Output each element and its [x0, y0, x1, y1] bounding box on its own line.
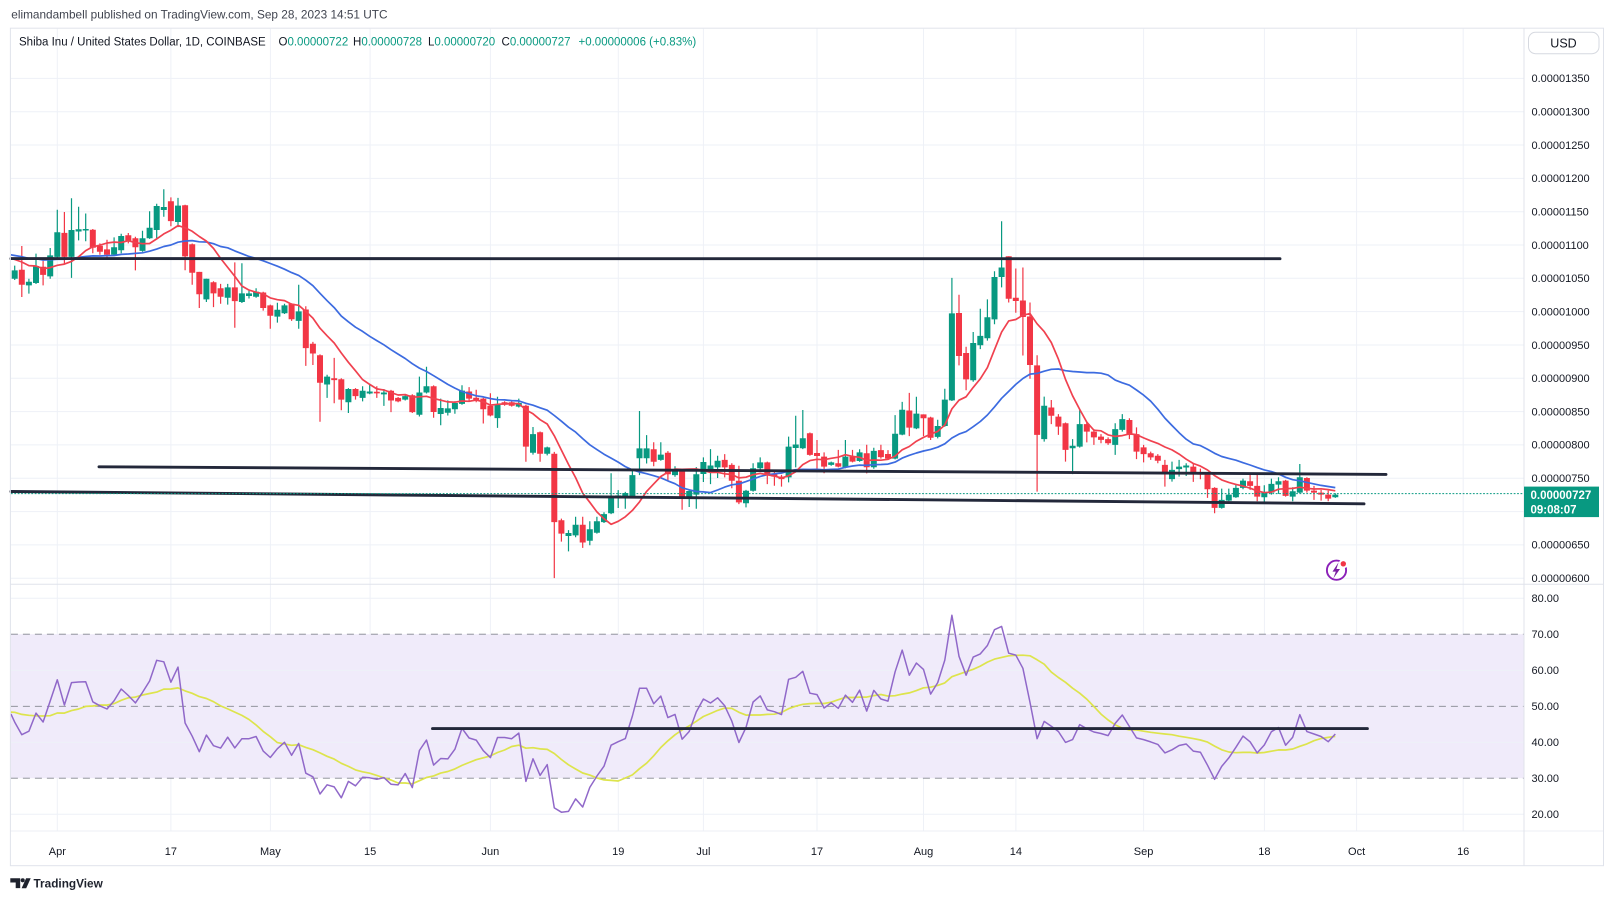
- svg-text:30.00: 30.00: [1532, 773, 1560, 785]
- svg-text:Sep: Sep: [1134, 846, 1154, 858]
- svg-text:0.00001300: 0.00001300: [1532, 107, 1590, 119]
- svg-text:18: 18: [1258, 846, 1270, 858]
- svg-text:17: 17: [811, 846, 823, 858]
- svg-text:0.00000600: 0.00000600: [1532, 573, 1590, 585]
- svg-text:15: 15: [364, 846, 376, 858]
- svg-text:80.00: 80.00: [1532, 593, 1560, 605]
- svg-text:USD: USD: [1550, 36, 1576, 50]
- svg-text:0.00000800: 0.00000800: [1532, 440, 1590, 452]
- svg-text:0.00001350: 0.00001350: [1532, 73, 1590, 85]
- svg-text:0.00000750: 0.00000750: [1532, 473, 1590, 485]
- svg-text:40.00: 40.00: [1532, 737, 1560, 749]
- svg-text:TradingView: TradingView: [34, 877, 104, 891]
- svg-text:Jul: Jul: [696, 846, 710, 858]
- svg-text:Apr: Apr: [49, 846, 66, 858]
- svg-text:0.00000850: 0.00000850: [1532, 406, 1590, 418]
- svg-text:17: 17: [165, 846, 177, 858]
- svg-text:50.00: 50.00: [1532, 701, 1560, 713]
- svg-text:Shiba Inu / United States Doll: Shiba Inu / United States Dollar, 1D, CO…: [19, 37, 696, 49]
- svg-text:0.00000650: 0.00000650: [1532, 540, 1590, 552]
- svg-text:0.00001250: 0.00001250: [1532, 140, 1590, 152]
- svg-text:0.00001150: 0.00001150: [1532, 207, 1589, 219]
- svg-text:70.00: 70.00: [1532, 629, 1560, 641]
- svg-text:0.00000950: 0.00000950: [1532, 340, 1590, 352]
- svg-text:14: 14: [1010, 846, 1022, 858]
- svg-text:Oct: Oct: [1348, 846, 1365, 858]
- svg-text:19: 19: [612, 846, 624, 858]
- svg-text:16: 16: [1457, 846, 1469, 858]
- svg-text:0.00000900: 0.00000900: [1532, 373, 1590, 385]
- svg-text:0.00001200: 0.00001200: [1532, 173, 1590, 185]
- svg-text:60.00: 60.00: [1532, 665, 1560, 677]
- svg-text:elimandambell published on Tra: elimandambell published on TradingView.c…: [11, 8, 388, 22]
- svg-text:0.00001000: 0.00001000: [1532, 306, 1590, 318]
- svg-text:Aug: Aug: [914, 846, 934, 858]
- svg-text:20.00: 20.00: [1532, 809, 1560, 821]
- svg-text:Jun: Jun: [482, 846, 500, 858]
- svg-text:0.00001100: 0.00001100: [1532, 240, 1589, 252]
- svg-text:09:08:07: 09:08:07: [1531, 505, 1577, 517]
- svg-text:0.00001050: 0.00001050: [1532, 273, 1590, 285]
- svg-text:0.00000727: 0.00000727: [1531, 490, 1592, 502]
- svg-text:May: May: [260, 846, 281, 858]
